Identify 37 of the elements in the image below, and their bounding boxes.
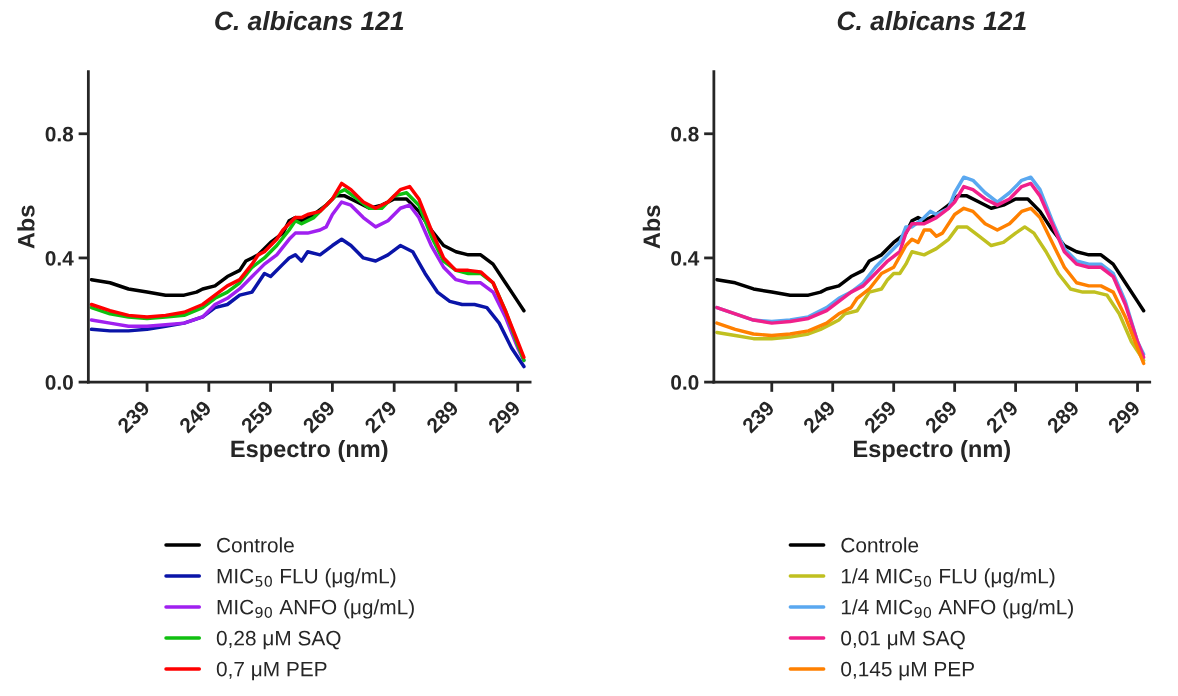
line-series xyxy=(89,237,526,369)
legend-label: MIC$_{50}$ FLU (μg/mL) xyxy=(217,568,396,588)
legend-label: 0,28 μM SAQ xyxy=(216,630,341,650)
y-tick-label: 0.8 xyxy=(671,126,699,142)
y-tick-label: 0.4 xyxy=(671,250,700,266)
x-tick-label: 289 xyxy=(425,399,460,434)
legend-label: 1/4 MIC$_{50}$ FLU (μg/mL) xyxy=(841,568,1055,588)
legend-label: 0,145 μM PEP xyxy=(841,661,974,681)
x-tick-label: 259 xyxy=(240,399,275,434)
y-tick-label: 0.0 xyxy=(45,375,73,390)
legend-label: Controle xyxy=(841,537,919,553)
x-tick-label: 249 xyxy=(178,399,213,434)
x-tick-label: 279 xyxy=(363,399,398,434)
y-tick-label: 0.4 xyxy=(45,250,74,266)
x-tick-label: 259 xyxy=(863,399,898,434)
x-tick-label: 249 xyxy=(802,399,837,434)
x-axis-title: Espectro (nm) xyxy=(231,439,388,462)
legend-label: 0,7 μM PEP xyxy=(216,661,327,681)
x-axis-title: Espectro (nm) xyxy=(854,439,1010,462)
y-tick-label: 0.8 xyxy=(45,126,74,142)
x-tick-label: 299 xyxy=(487,399,522,434)
legend-label: 0,01 μM SAQ xyxy=(841,630,965,650)
y-tick-label: 0.0 xyxy=(671,375,699,390)
legend-label: 1/4 MIC$_{90}$ ANFO (μg/mL) xyxy=(841,599,1073,619)
x-tick-label: 279 xyxy=(985,399,1020,434)
chart-title: C. albicans 121 xyxy=(215,10,404,31)
legend-label: Controle xyxy=(217,537,294,553)
x-tick-label: 289 xyxy=(1046,399,1080,434)
chart-title: C. albicans 121 xyxy=(837,10,1026,31)
legend-label: MIC$_{90}$ ANFO (μg/mL) xyxy=(217,599,414,619)
y-axis-title: Abs xyxy=(17,205,35,249)
y-axis-title: Abs xyxy=(642,205,661,249)
x-tick-label: 269 xyxy=(301,399,336,434)
x-tick-label: 269 xyxy=(924,399,959,434)
x-tick-label: 239 xyxy=(741,399,776,434)
x-tick-label: 299 xyxy=(1106,399,1141,434)
x-tick-label: 239 xyxy=(116,399,151,434)
